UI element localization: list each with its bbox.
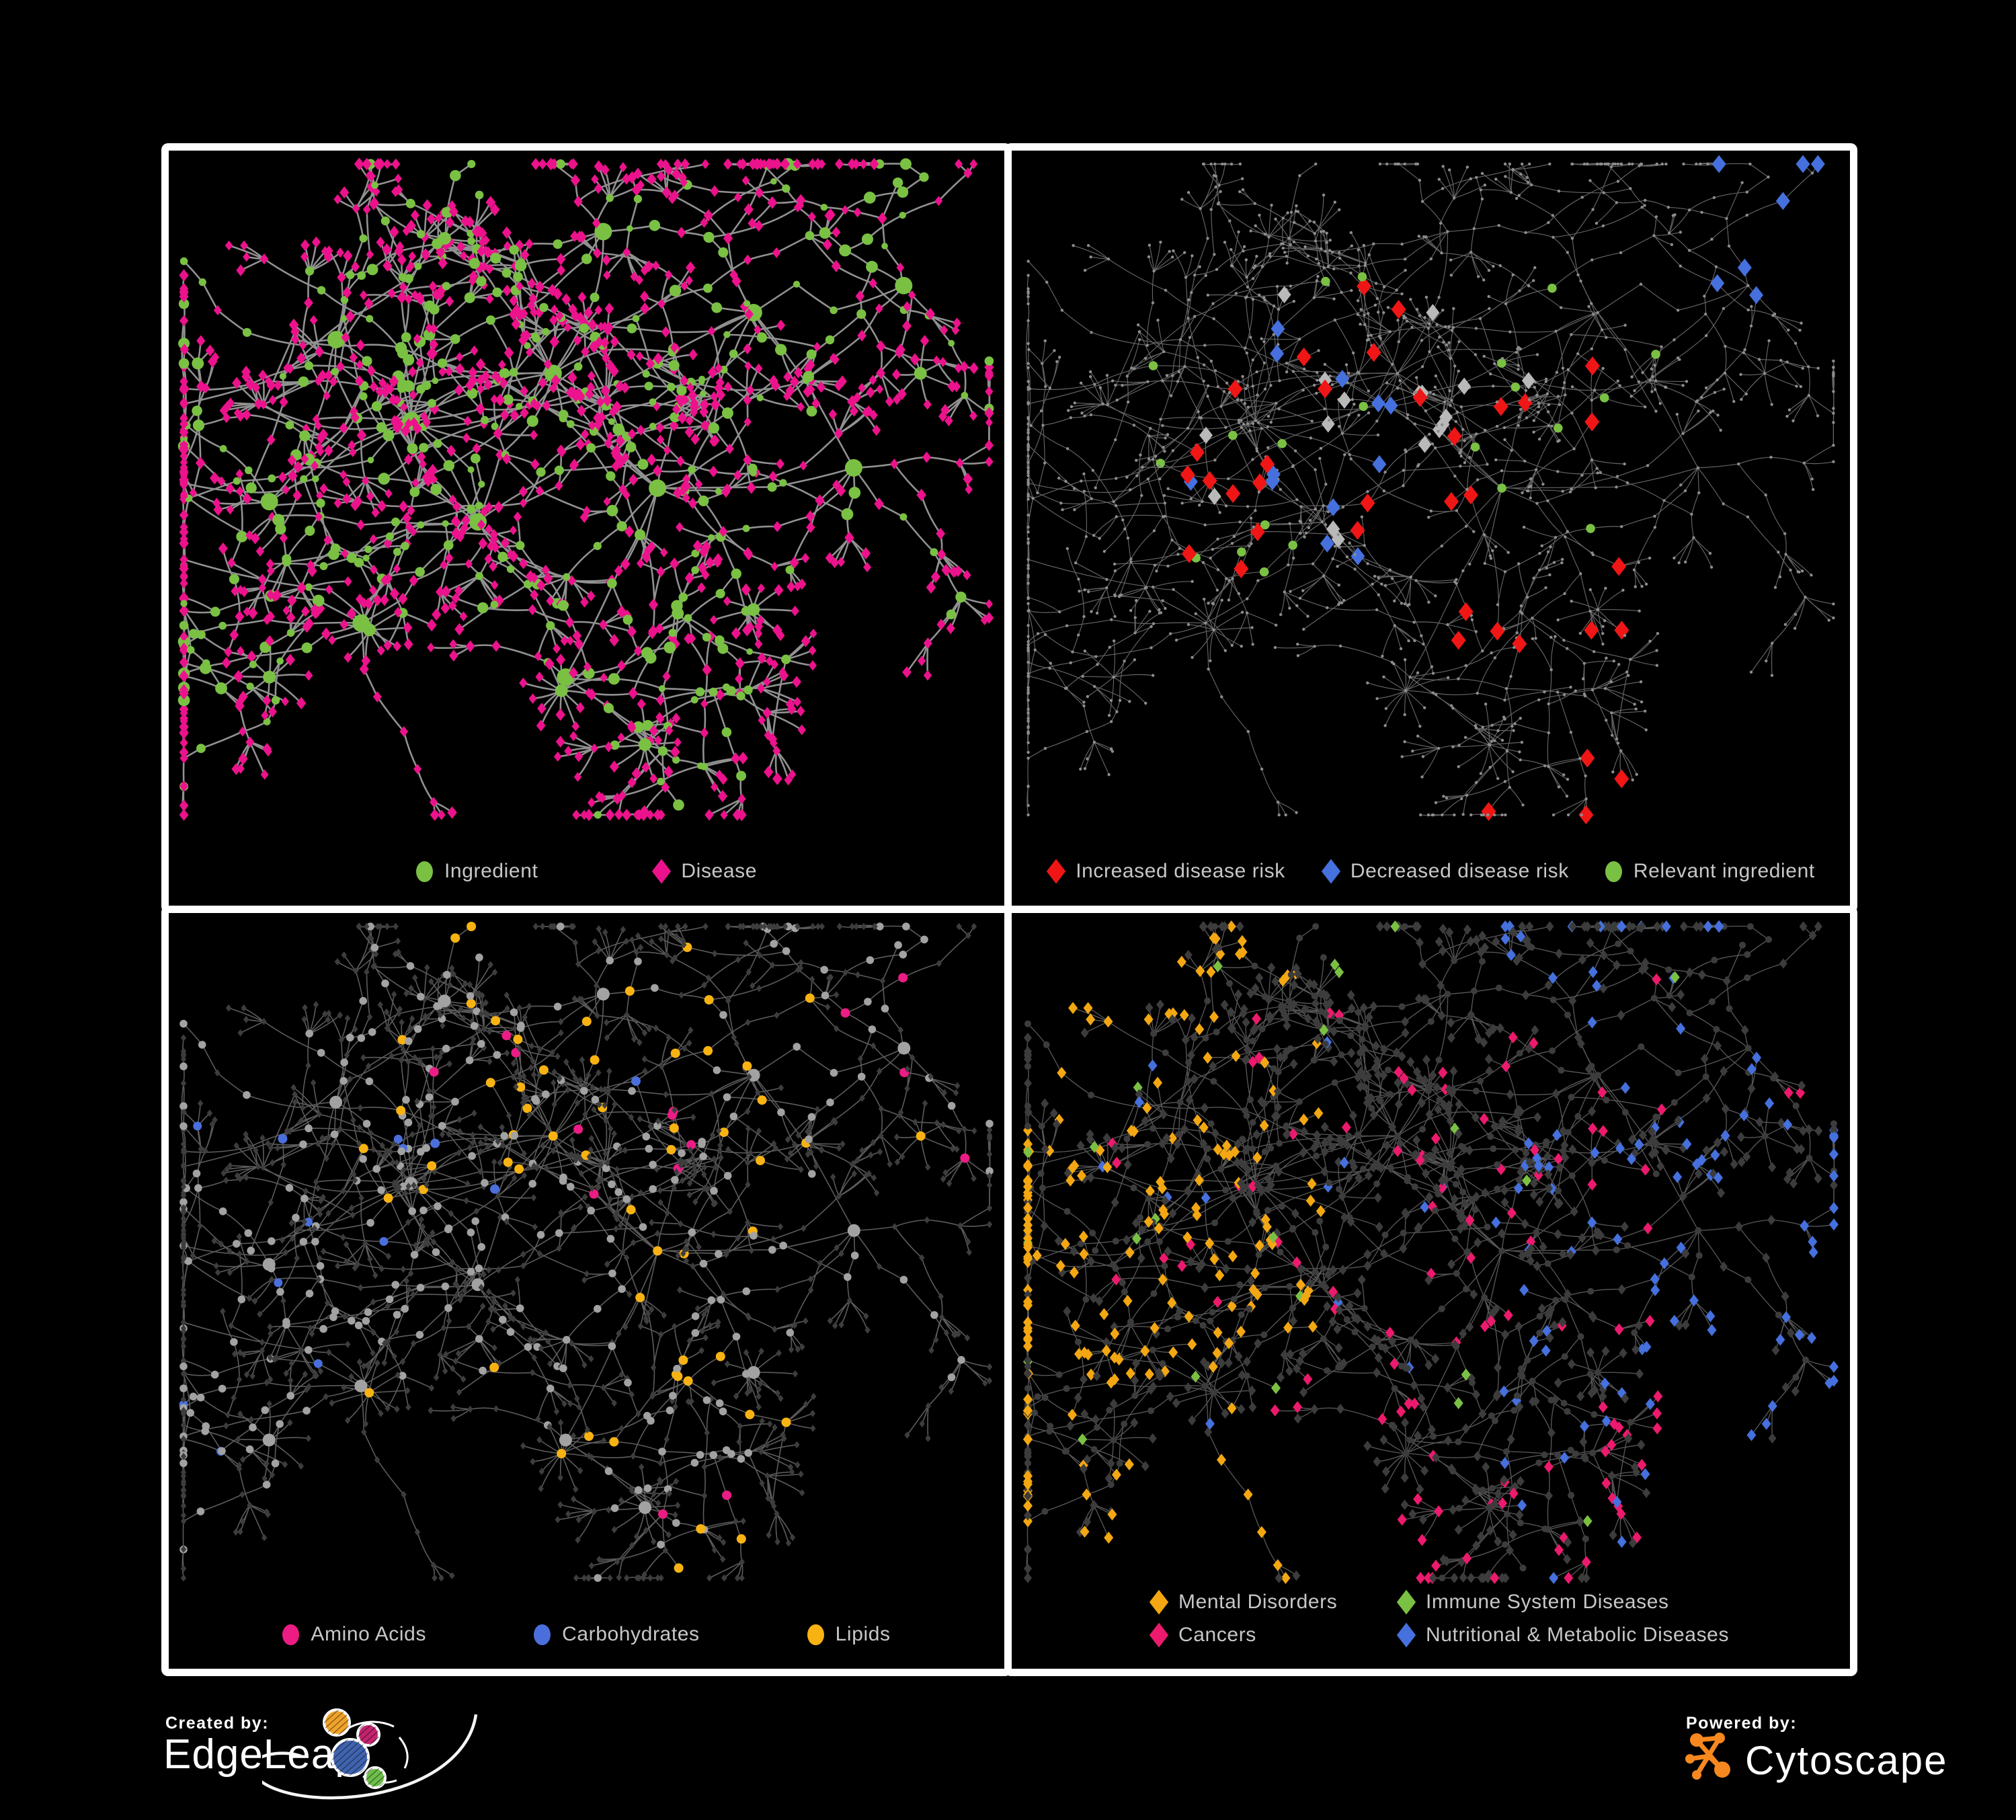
carbohydrates-marker-icon xyxy=(534,1624,551,1645)
legend-item-cancers: Cancers xyxy=(1149,1622,1397,1647)
disease-marker-icon xyxy=(652,859,672,884)
ingredient-marker-icon xyxy=(415,861,433,882)
legend-item-amino-acids: Amino Acids xyxy=(282,1623,426,1646)
legend-label-lipids: Lipids xyxy=(835,1623,891,1645)
legend-item-disease: Disease xyxy=(652,859,758,884)
panel-disease-classes: Mental Disorders Immune System Diseases … xyxy=(1004,906,1857,1676)
legend-label-cancers: Cancers xyxy=(1178,1623,1256,1646)
legend-label-ingredient: Ingredient xyxy=(444,860,538,882)
legend-disease-risk: Increased disease risk Decreased disease… xyxy=(1012,859,1850,884)
legend-label-amino-acids: Amino Acids xyxy=(311,1623,427,1645)
increased-risk-marker-icon xyxy=(1047,859,1066,884)
legend-nutrient-classes: Amino Acids Carbohydrates Lipids xyxy=(169,1623,1004,1646)
network-canvas-ingredient-disease xyxy=(169,151,1004,830)
lipids-marker-icon xyxy=(807,1624,824,1645)
panel-ingredient-disease: Ingredient Disease xyxy=(161,143,1012,913)
cancers-marker-icon xyxy=(1149,1622,1169,1647)
network-canvas-nutrient-classes xyxy=(169,913,1004,1593)
legend-item-nutritional-metabolic-diseases: Nutritional & Metabolic Diseases xyxy=(1396,1622,1730,1647)
legend-label-nutritional-metabolic-diseases: Nutritional & Metabolic Diseases xyxy=(1426,1623,1730,1646)
mental-disorders-marker-icon xyxy=(1149,1589,1169,1614)
relevant-ingredient-marker-icon xyxy=(1605,861,1622,882)
legend-item-increased-risk: Increased disease risk xyxy=(1047,859,1285,884)
legend-disease-classes: Mental Disorders Immune System Diseases … xyxy=(1149,1585,1730,1651)
decreased-risk-marker-icon xyxy=(1321,859,1341,884)
legend-item-lipids: Lipids xyxy=(807,1623,891,1646)
nutritional-metabolic-diseases-marker-icon xyxy=(1396,1622,1416,1647)
panel-disease-risk: Increased disease risk Decreased disease… xyxy=(1004,143,1857,913)
legend-item-relevant-ingredient: Relevant ingredient xyxy=(1605,860,1815,883)
edgeleap-logo-icon xyxy=(262,1708,478,1800)
immune-system-diseases-marker-icon xyxy=(1396,1589,1416,1614)
legend-label-mental-disorders: Mental Disorders xyxy=(1178,1590,1338,1613)
created-by-label: Created by: xyxy=(165,1714,270,1733)
network-graph-disease-risk xyxy=(1026,155,1835,825)
amino-acids-marker-icon xyxy=(282,1624,300,1645)
legend-ingredient-disease: Ingredient Disease xyxy=(169,859,1004,884)
network-graph-disease-classes xyxy=(1023,920,1839,1584)
legend-label-carbohydrates: Carbohydrates xyxy=(562,1623,700,1645)
legend-item-immune-system-diseases: Immune System Diseases xyxy=(1396,1589,1729,1614)
cytoscape-wordmark: Cytoscape xyxy=(1745,1738,1948,1783)
legend-label-relevant-ingredient: Relevant ingredient xyxy=(1633,860,1815,882)
legend-label-increased-risk: Increased disease risk xyxy=(1076,860,1285,882)
legend-item-ingredient: Ingredient xyxy=(415,860,538,883)
edgeleap-wordmark: EdgeLeap xyxy=(163,1731,359,1778)
legend-item-decreased-risk: Decreased disease risk xyxy=(1321,859,1569,884)
network-graph-ingredient-disease xyxy=(177,157,994,822)
cytoscape-logo-icon xyxy=(1685,1733,1730,1780)
network-canvas-disease-risk xyxy=(1012,151,1850,830)
legend-item-carbohydrates: Carbohydrates xyxy=(534,1623,700,1646)
legend-label-disease: Disease xyxy=(681,860,758,882)
powered-by-label: Powered by: xyxy=(1686,1714,1798,1733)
legend-label-decreased-risk: Decreased disease risk xyxy=(1350,860,1569,882)
network-canvas-disease-classes xyxy=(1012,913,1850,1593)
network-graph-nutrient-classes xyxy=(179,922,994,1582)
legend-label-immune-system-diseases: Immune System Diseases xyxy=(1426,1590,1669,1613)
panel-nutrient-classes: Amino Acids Carbohydrates Lipids xyxy=(161,906,1012,1676)
legend-item-mental-disorders: Mental Disorders xyxy=(1149,1589,1397,1614)
